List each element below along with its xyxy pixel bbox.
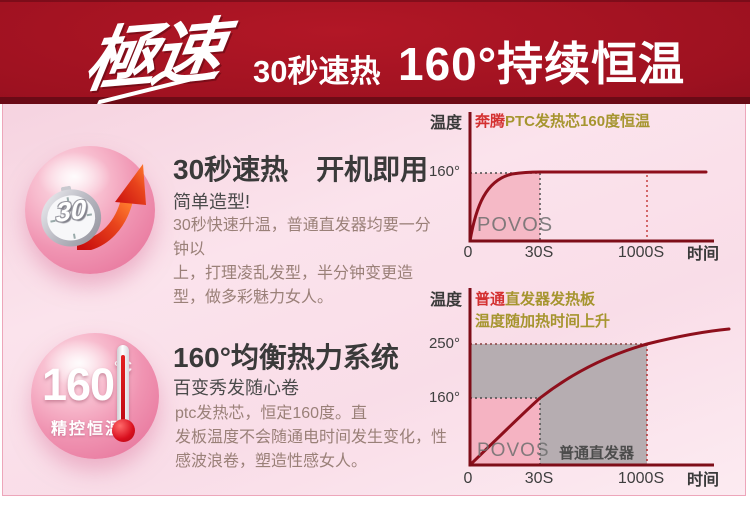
chart-legend-line2: 温度随加热时间上升 [475, 310, 610, 331]
y-axis-label: 温度 [430, 115, 463, 132]
chart-legend: 奔腾PTC发热芯160度恒温 [475, 110, 650, 131]
x-axis-label: 时间 [687, 472, 720, 489]
thermometer-mercury [121, 355, 125, 421]
content-panel: 30 30秒速热 开机即用 简单造型! 30秒快速升温，普通直发器均要一分钟以 … [2, 104, 746, 496]
heating-curve-ordinary [468, 327, 731, 467]
x-tick-30s: 30S [524, 470, 554, 487]
section-body-speed: 30秒快速升温，普通直发器均要一分钟以 上，打理凌乱发型，半分钟变更造 型，做多… [173, 217, 431, 306]
temp-badge-caption: 精控恒温 [50, 421, 123, 438]
y-tick-160: 160° [428, 163, 460, 180]
thermometer-icon [117, 345, 129, 425]
y-tick-160: 160° [428, 389, 460, 406]
stopwatch-icon [41, 185, 102, 247]
legend-text: PTC发热芯160度恒温 [505, 113, 651, 130]
speed-badge: 30 [25, 146, 155, 274]
legend-brand: 普通 [475, 291, 506, 308]
x-tick-1000s: 1000S [617, 470, 665, 487]
arrow-up-icon [77, 164, 146, 250]
x-tick-0: 0 [463, 244, 473, 261]
x-tick-0: 0 [463, 470, 473, 487]
temp-badge-number: 160 [41, 359, 115, 410]
temp-badge: 160°C 精控恒温 [31, 333, 159, 459]
legend-brand: 奔腾 [475, 113, 506, 130]
thermometer-bulb [112, 419, 135, 442]
x-tick-30s: 30S [524, 244, 554, 261]
ordinary-region-label: 普通直发器 [559, 445, 635, 462]
x-axis-label: 时间 [687, 246, 720, 263]
fast-heat-region [470, 173, 540, 241]
section-title-temp: 160°均衡热力系统 [173, 342, 399, 373]
banner-tagline-speed: 30秒速热 [253, 54, 381, 89]
y-axis-label: 温度 [430, 292, 463, 309]
chart-axes [468, 112, 714, 243]
section-subtitle-speed: 简单造型! [173, 192, 251, 212]
heating-curve-povos [468, 170, 708, 243]
chart-legend-line1: 普通直发器发热板 [475, 288, 595, 309]
section-body-temp: ptc发热芯，恒定160度。直 发板温度不会随通电时间发生变化，性 感波浪卷，塑… [175, 405, 448, 470]
brand-watermark: POVOS [477, 440, 550, 461]
y-tick-250: 250° [428, 335, 460, 352]
povos-heating-chart [468, 112, 714, 243]
badge-highlight [43, 339, 116, 388]
ordinary-heating-chart [468, 288, 731, 467]
chart-axes [468, 288, 714, 467]
banner-tagline-temp: 160°持续恒温 [398, 38, 686, 90]
banner: 極速 30秒速热 160°持续恒温 [0, 0, 750, 105]
brand-watermark: POVOS [477, 214, 554, 236]
legend-text: 直发器发热板 [505, 291, 596, 308]
section-subtitle-temp: 百变秀发随心卷 [173, 378, 299, 398]
section-title-speed: 30秒速热 开机即用 [173, 154, 429, 185]
x-tick-1000s: 1000S [617, 244, 665, 261]
legend-text: 温度随加热时间上升 [475, 313, 611, 330]
